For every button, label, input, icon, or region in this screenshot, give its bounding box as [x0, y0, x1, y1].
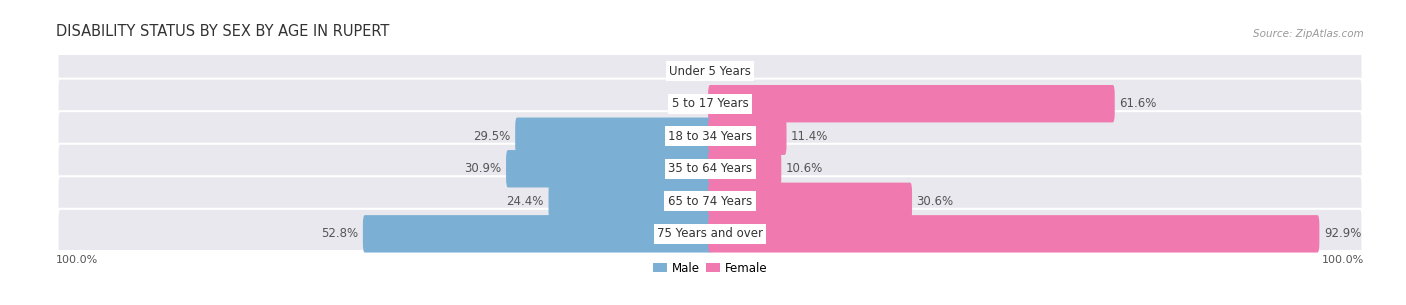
- Text: Source: ZipAtlas.com: Source: ZipAtlas.com: [1253, 29, 1364, 39]
- FancyBboxPatch shape: [548, 183, 711, 220]
- Text: Under 5 Years: Under 5 Years: [669, 65, 751, 78]
- Text: 10.6%: 10.6%: [786, 162, 823, 175]
- FancyBboxPatch shape: [58, 209, 1362, 259]
- Text: 11.4%: 11.4%: [792, 130, 828, 143]
- FancyBboxPatch shape: [709, 117, 786, 155]
- Text: 100.0%: 100.0%: [1322, 255, 1364, 265]
- Text: 0.0%: 0.0%: [671, 65, 700, 78]
- Text: 30.6%: 30.6%: [917, 195, 953, 208]
- FancyBboxPatch shape: [709, 85, 1115, 122]
- FancyBboxPatch shape: [363, 215, 711, 253]
- Text: 5 to 17 Years: 5 to 17 Years: [672, 97, 748, 110]
- Text: DISABILITY STATUS BY SEX BY AGE IN RUPERT: DISABILITY STATUS BY SEX BY AGE IN RUPER…: [56, 24, 389, 39]
- Text: 100.0%: 100.0%: [56, 255, 98, 265]
- FancyBboxPatch shape: [58, 79, 1362, 129]
- FancyBboxPatch shape: [506, 150, 711, 188]
- Text: 0.0%: 0.0%: [671, 97, 700, 110]
- Text: 18 to 34 Years: 18 to 34 Years: [668, 130, 752, 143]
- Text: 30.9%: 30.9%: [464, 162, 502, 175]
- Text: 29.5%: 29.5%: [474, 130, 510, 143]
- Legend: Male, Female: Male, Female: [648, 257, 772, 279]
- Text: 65 to 74 Years: 65 to 74 Years: [668, 195, 752, 208]
- Text: 52.8%: 52.8%: [321, 227, 359, 240]
- FancyBboxPatch shape: [709, 215, 1319, 253]
- FancyBboxPatch shape: [515, 117, 711, 155]
- Text: 35 to 64 Years: 35 to 64 Years: [668, 162, 752, 175]
- Text: 24.4%: 24.4%: [506, 195, 544, 208]
- FancyBboxPatch shape: [58, 144, 1362, 194]
- FancyBboxPatch shape: [58, 176, 1362, 226]
- FancyBboxPatch shape: [58, 46, 1362, 96]
- Text: 61.6%: 61.6%: [1119, 97, 1157, 110]
- Text: 92.9%: 92.9%: [1324, 227, 1361, 240]
- Text: 0.0%: 0.0%: [720, 65, 749, 78]
- FancyBboxPatch shape: [709, 183, 912, 220]
- FancyBboxPatch shape: [58, 111, 1362, 161]
- Text: 75 Years and over: 75 Years and over: [657, 227, 763, 240]
- FancyBboxPatch shape: [709, 150, 782, 188]
